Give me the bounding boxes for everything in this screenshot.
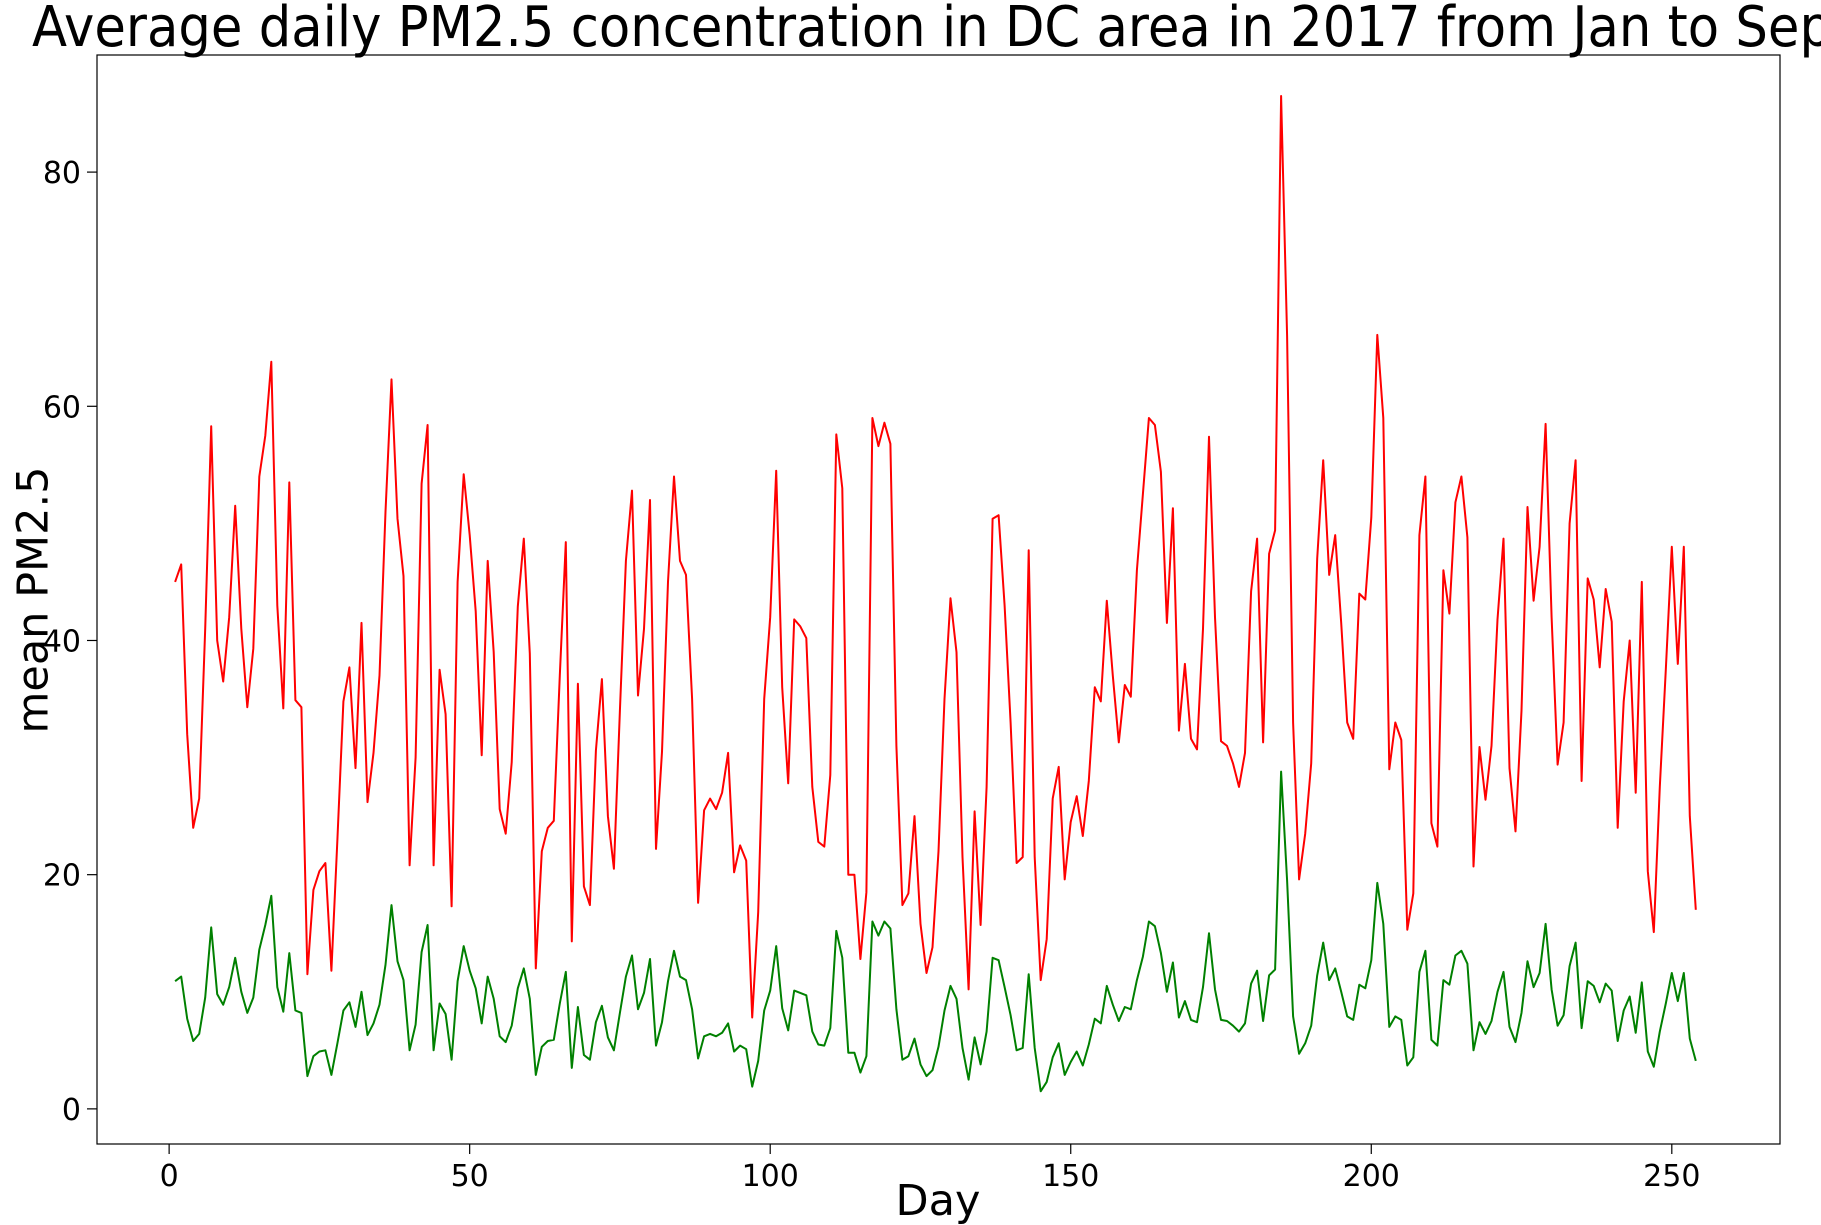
- y-tick-label: 0: [62, 1093, 81, 1128]
- series-line-2: [174, 770, 1697, 1093]
- x-tick-label: 250: [1643, 1159, 1700, 1194]
- x-tick-label: 100: [742, 1159, 799, 1194]
- y-axis-ticks: 0 20 40 60 80: [43, 156, 97, 1128]
- x-axis-label: Day: [896, 1176, 981, 1225]
- x-tick-label: 200: [1343, 1159, 1400, 1194]
- series-layer: [174, 95, 1697, 1093]
- y-tick-label: 20: [43, 859, 81, 894]
- y-tick-label: 80: [43, 156, 81, 191]
- series-line-1: [174, 95, 1697, 1019]
- y-tick-label: 40: [43, 624, 81, 659]
- x-tick-label: 150: [1042, 1159, 1099, 1194]
- chart-title: Average daily PM2.5 concentration in DC …: [32, 0, 1821, 60]
- x-axis-ticks: 0 50 100 150 200 250: [160, 1144, 1700, 1194]
- x-tick-label: 0: [160, 1159, 179, 1194]
- y-axis-label: mean PM2.5: [9, 466, 59, 733]
- y-tick-label: 60: [43, 390, 81, 425]
- x-tick-label: 50: [451, 1159, 489, 1194]
- plot-area-frame: [96, 54, 1781, 1145]
